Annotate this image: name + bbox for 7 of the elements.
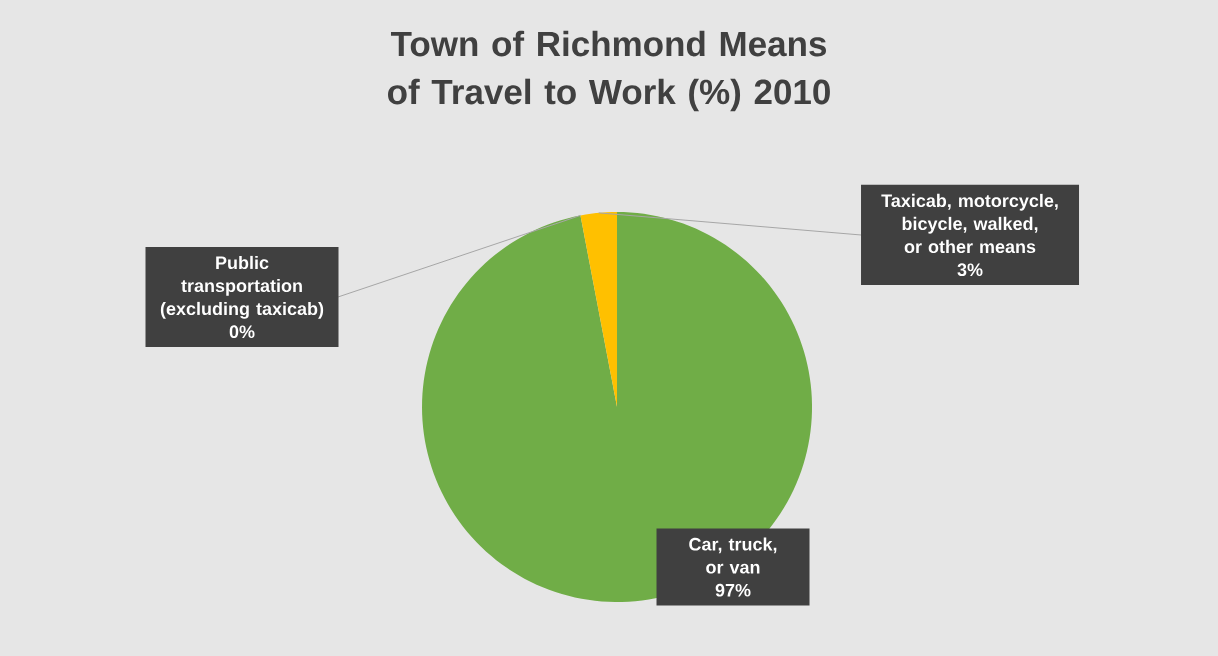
text: 0% [229, 325, 255, 339]
chart-title: Town of Richmond Means of Travel to Work (%) 2010 [388, 30, 830, 112]
data-label: 97% [715, 583, 751, 597]
slice-label: Car, truck, or van [689, 537, 777, 574]
slice-label: Taxicab, motorcycle, bicycle, walked, or other means [881, 193, 1058, 254]
data-label: 3% [957, 263, 983, 277]
category-label: Public transportation (excluding taxicab) [160, 255, 324, 319]
